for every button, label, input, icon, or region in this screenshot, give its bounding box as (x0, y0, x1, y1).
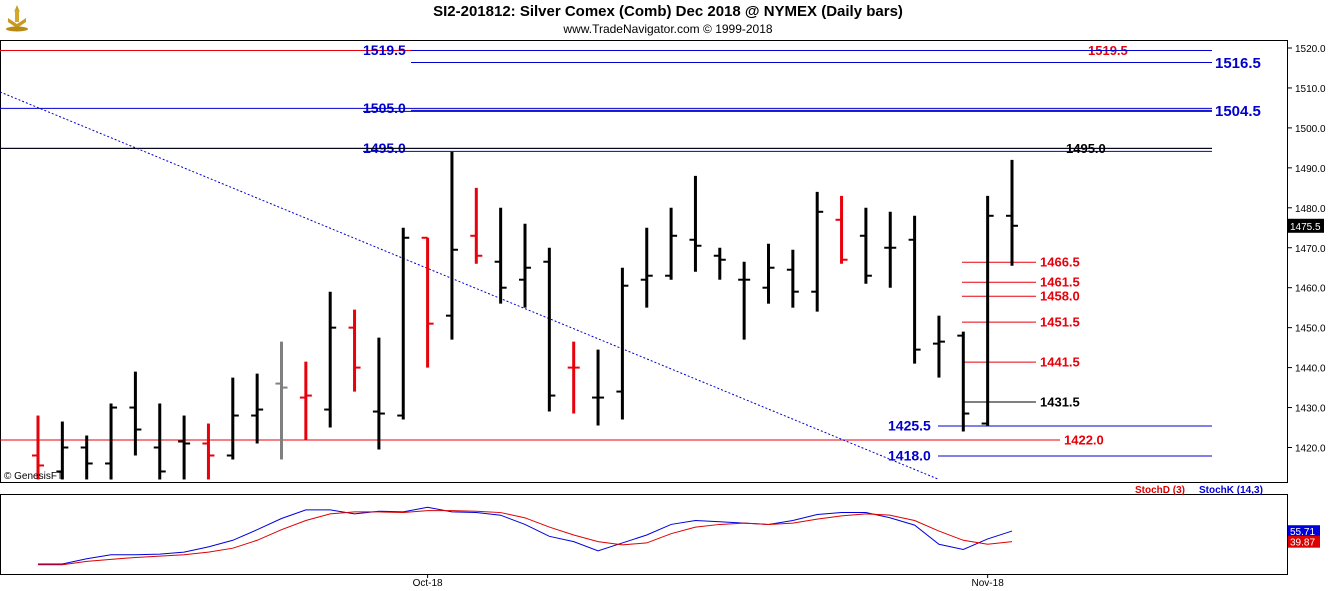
ohlc-bar (884, 211, 897, 288)
last-price-label: 1475.5 (1290, 222, 1321, 233)
y-tick-label: 1500.0 (1295, 124, 1326, 135)
level-label: 1516.5 (1215, 55, 1261, 72)
level-label: 1504.5 (1215, 103, 1261, 120)
y-tick-label: 1490.0 (1295, 164, 1326, 175)
y-tick-label: 1440.0 (1295, 364, 1326, 375)
chart-frame (0, 40, 1288, 575)
ohlc-bar (32, 415, 44, 480)
ohlc-bar (178, 415, 191, 480)
stoch-k-value: 55.71 (1290, 527, 1315, 538)
y-tick-label: 1430.0 (1295, 404, 1326, 415)
ohlc-bar (835, 195, 848, 264)
ohlc-bar (762, 243, 775, 304)
downtrend-line (0, 91, 940, 480)
level-label: 1425.5 (888, 418, 931, 434)
ohlc-bar (859, 207, 872, 284)
level-label: 1495.0 (1066, 141, 1106, 156)
trendline (0, 91, 940, 480)
last-price-tag (1288, 218, 1324, 233)
stoch-d-line (38, 510, 1013, 566)
price-panel-border (0, 40, 1288, 483)
ohlc-bar (713, 247, 726, 280)
ohlc-bar (494, 207, 507, 304)
ohlc-bar (470, 187, 483, 264)
stoch-d-tag (1288, 535, 1320, 548)
stoch-k-tag (1288, 525, 1320, 538)
chart-subtitle: www.TradeNavigator.com © 1999-2018 (563, 22, 773, 36)
ohlc-bar (811, 191, 824, 312)
level-label: 1422.0 (1064, 433, 1104, 448)
ohlc-bar (981, 195, 994, 426)
ohlc-bar (908, 215, 921, 364)
x-tick-label: Oct-18 (413, 578, 443, 589)
y-tick-label: 1510.0 (1295, 84, 1326, 95)
ohlc-bar (153, 403, 166, 480)
ohlc-bar (519, 223, 531, 308)
ohlc-bar (105, 403, 118, 480)
ohlc-bar (665, 207, 678, 280)
level-label: 1458.0 (1040, 289, 1080, 304)
ohlc-bar (251, 373, 264, 444)
legend-stochk: StochK (14,3) (1199, 485, 1263, 496)
chart-title: SI2-201812: Silver Comex (Comb) Dec 2018… (433, 3, 903, 20)
ohlc-bar (372, 337, 385, 450)
y-tick-label: 1420.0 (1295, 444, 1326, 455)
genesis-logo-icon (4, 2, 30, 32)
price-axis: 1520.0 1510.0 1500.0 1490.0 1480.0 1470.0 1460… (1287, 44, 1326, 455)
ohlc-bar (543, 247, 556, 412)
ohlc-bar (202, 423, 215, 480)
level-label: 1519.5 (363, 42, 406, 58)
y-tick-label: 1450.0 (1295, 324, 1326, 335)
ohlc-bar (80, 435, 93, 480)
ohlc-bar (445, 151, 458, 340)
x-tick-label: Nov-18 (972, 578, 1005, 589)
stoch-d-value: 39.87 (1290, 538, 1315, 549)
ohlc-bar (56, 421, 69, 480)
ohlc-bar (421, 236, 434, 368)
y-tick-label: 1520.0 (1295, 44, 1326, 55)
ohlc-bar (567, 341, 580, 414)
watermark: © GenesisFT (4, 471, 63, 482)
legend-stochd: StochD (3) (1135, 485, 1185, 496)
ohlc-bar (226, 377, 239, 460)
ohlc-bar (592, 349, 605, 426)
y-tick-label: 1480.0 (1295, 204, 1326, 215)
level-label: 1505.0 (363, 100, 406, 116)
ohlc-bar (616, 267, 629, 420)
ohlc-bar (324, 291, 337, 428)
stoch-k-line (38, 506, 1013, 565)
level-label: 1418.0 (888, 447, 931, 463)
ohlc-bar (640, 227, 653, 308)
ohlc-bar (1006, 159, 1018, 266)
ohlc-bar (299, 361, 312, 440)
price-bars (32, 151, 1018, 480)
ohlc-bar (738, 261, 751, 340)
level-label: 1441.5 (1040, 355, 1080, 370)
level-label: 1451.5 (1040, 315, 1080, 330)
ohlc-bar (689, 175, 702, 272)
ohlc-bar (348, 309, 361, 392)
ohlc-bar (786, 249, 799, 308)
ohlc-bar (275, 341, 288, 460)
ohlc-bar (397, 227, 410, 420)
y-tick-label: 1460.0 (1295, 284, 1326, 295)
y-tick-label: 1470.0 (1295, 244, 1326, 255)
level-label: 1466.5 (1040, 255, 1080, 270)
level-label: 1431.5 (1040, 395, 1080, 410)
time-axis: Oct-18 Nov-18 (413, 574, 1005, 589)
ohlc-bar (129, 371, 142, 456)
level-label: 1461.5 (1040, 275, 1080, 290)
stoch-panel-border (0, 494, 1288, 575)
ohlc-bar (957, 331, 970, 432)
ohlc-bar (932, 315, 945, 378)
